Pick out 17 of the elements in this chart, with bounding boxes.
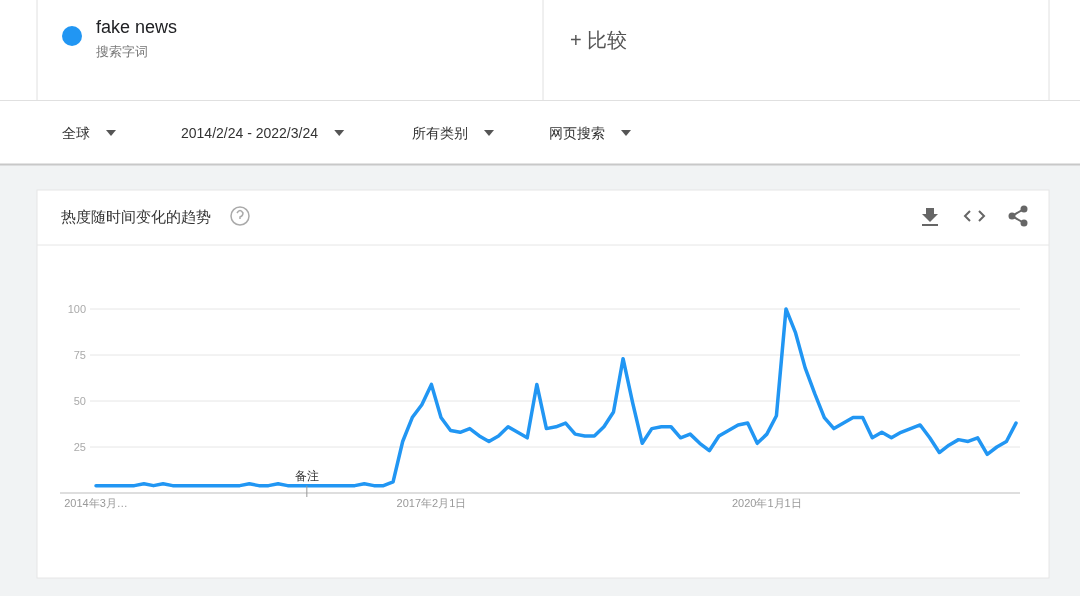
y-tick-label: 75: [73, 349, 86, 361]
text: 2014/2/24 - 2022/3/24: [181, 125, 319, 141]
y-tick-label: 100: [67, 303, 86, 315]
text: 全球: [62, 125, 90, 141]
legend-label: fake news: [96, 17, 178, 37]
annotation: 备注: [294, 468, 319, 483]
text: + 比较: [570, 29, 628, 51]
x-tick-label: 2020年1月1日: [731, 497, 802, 509]
x-tick-label: 2017年2月1日: [396, 497, 467, 509]
x-tick-label: 2014年3月…: [64, 497, 128, 509]
y-tick-label: 50: [73, 395, 86, 407]
text: 搜索字词: [96, 44, 148, 59]
line-series: [94, 307, 1018, 488]
text: 网页搜索: [549, 125, 605, 141]
text: 所有类别: [412, 125, 468, 141]
y-tick-label: 25: [73, 441, 86, 453]
chart-title: 热度随时间变化的趋势: [61, 208, 211, 225]
